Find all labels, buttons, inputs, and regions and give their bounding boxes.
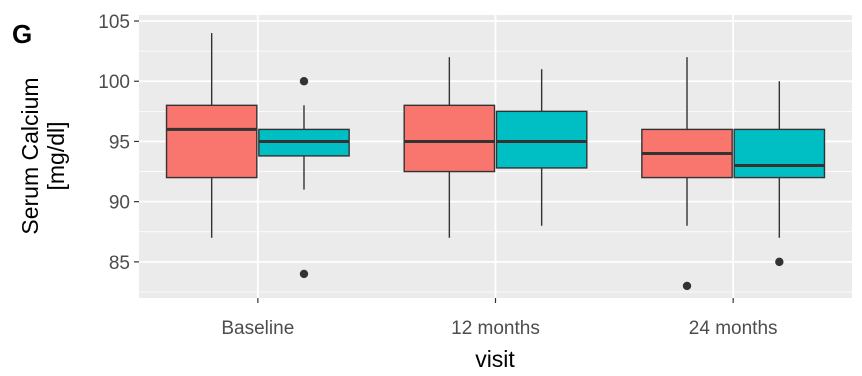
axes-layer: 85 90 95 100 105 Baseline 12 months 24 months [98,12,777,339]
panel-label: G [12,19,32,49]
outlier-point [682,281,692,291]
y-axis-title-line2: [mg/dl] [43,121,69,190]
x-tick-label: Baseline [221,318,294,339]
y-tick-label: 95 [109,132,130,153]
y-tick-label: 100 [98,72,130,93]
x-axis-title: visit [475,346,515,372]
box [403,104,496,173]
y-tick-label: 90 [109,193,130,214]
x-tick-label: 24 months [689,318,778,339]
y-tick-label: 85 [109,253,130,274]
box [165,104,258,179]
outlier-point [299,77,309,86]
outlier-point [299,269,309,279]
outlier-point [775,257,784,267]
y-tick-label: 105 [98,12,130,33]
boxes-layer [165,33,826,291]
grid-lines [139,15,852,298]
x-tick-label: 12 months [451,318,540,339]
box [733,128,826,179]
y-axis-title-line1: Serum Calcium [17,77,43,234]
box [495,110,588,169]
